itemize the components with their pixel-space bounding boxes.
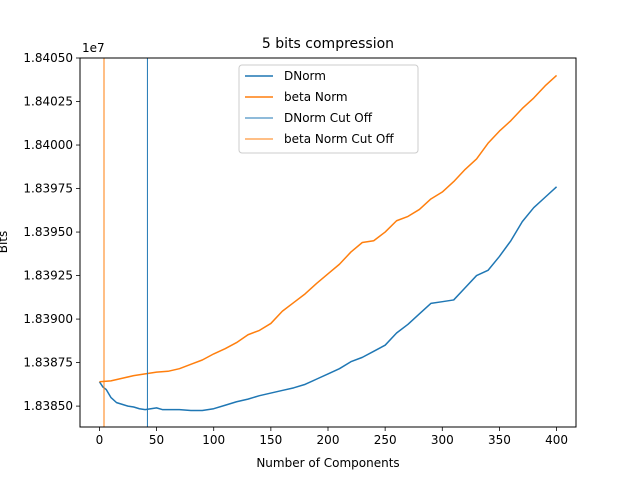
y-tick-label: 1.83900 xyxy=(23,312,73,326)
y-offset-label: 1e7 xyxy=(82,41,105,55)
y-tick-label: 1.83925 xyxy=(23,269,73,283)
x-tick-label: 350 xyxy=(488,433,511,447)
x-tick-label: 300 xyxy=(431,433,454,447)
y-tick-label: 1.83975 xyxy=(23,182,73,196)
x-tick-label: 250 xyxy=(374,433,397,447)
y-tick-label: 1.83850 xyxy=(23,399,73,413)
y-tick-label: 1.84050 xyxy=(23,51,73,65)
x-tick-label: 150 xyxy=(259,433,282,447)
legend-label: DNorm Cut Off xyxy=(284,111,373,125)
x-axis-label: Number of Components xyxy=(256,456,399,470)
legend-label: beta Norm xyxy=(284,90,348,104)
y-tick-label: 1.84025 xyxy=(23,95,73,109)
plot-area xyxy=(98,58,558,427)
x-tick-label: 0 xyxy=(96,433,104,447)
y-tick-label: 1.84000 xyxy=(23,138,73,152)
legend-box xyxy=(238,64,419,154)
legend-label: DNorm xyxy=(284,69,326,83)
legend-label: beta Norm Cut Off xyxy=(284,132,394,146)
x-tick-label: 50 xyxy=(149,433,164,447)
x-tick-label: 200 xyxy=(317,433,340,447)
series-line-beta-norm xyxy=(99,74,558,383)
chart-title: 5 bits compression xyxy=(262,36,394,52)
series-line-dnorm xyxy=(98,186,558,412)
y-tick-label: 1.83950 xyxy=(23,225,73,239)
legend: DNorm beta Norm DNorm Cut Off beta Norm Cut… xyxy=(238,64,419,154)
y-axis-label: Bits xyxy=(0,231,10,254)
x-tick-label: 400 xyxy=(545,433,568,447)
y-tick-label: 1.83875 xyxy=(23,356,73,370)
x-tick-label: 100 xyxy=(202,433,225,447)
